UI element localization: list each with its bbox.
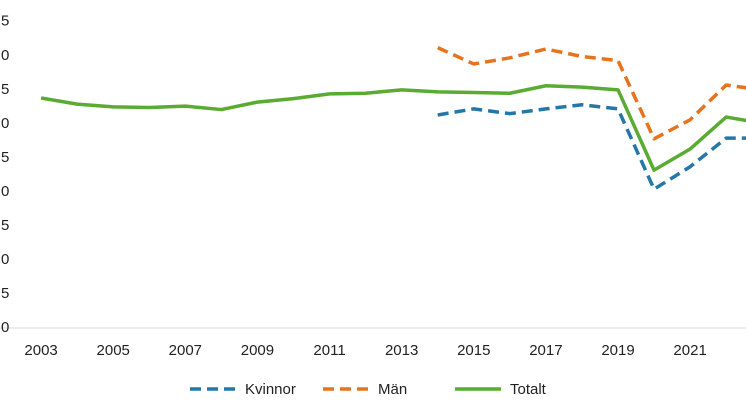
x-tick-label: 2003: [24, 342, 57, 359]
y-tick-label: 5: [1, 81, 9, 98]
x-tick-label: 2009: [241, 342, 274, 359]
y-tick-label: 5: [1, 149, 9, 166]
legend-label: Totalt: [510, 381, 547, 398]
y-tick-label: 5: [1, 285, 9, 302]
x-tick-label: 2005: [97, 342, 130, 359]
series-line: [40, 83, 746, 172]
series-line: [437, 103, 746, 191]
legend-label: Män: [378, 381, 407, 398]
y-tick-label: 5: [1, 217, 9, 234]
y-tick-label: 5: [1, 13, 9, 30]
legend-label: Kvinnor: [245, 381, 296, 398]
x-tick-label: 2017: [529, 342, 562, 359]
y-tick-label: 0: [1, 115, 9, 132]
series-line: [436, 46, 746, 141]
x-tick-label: 2015: [457, 342, 490, 359]
x-tick-label: 2021: [673, 342, 706, 359]
x-tick-label: 2011: [313, 342, 345, 359]
x-tick-label: 2019: [601, 342, 634, 359]
x-tick-label: 2007: [169, 342, 202, 359]
y-tick-label: 0: [1, 251, 9, 268]
y-tick-label: 0: [1, 183, 9, 200]
x-tick-label: 2013: [385, 342, 418, 359]
y-tick-label: 0: [1, 319, 9, 336]
y-tick-label: 0: [1, 47, 9, 64]
